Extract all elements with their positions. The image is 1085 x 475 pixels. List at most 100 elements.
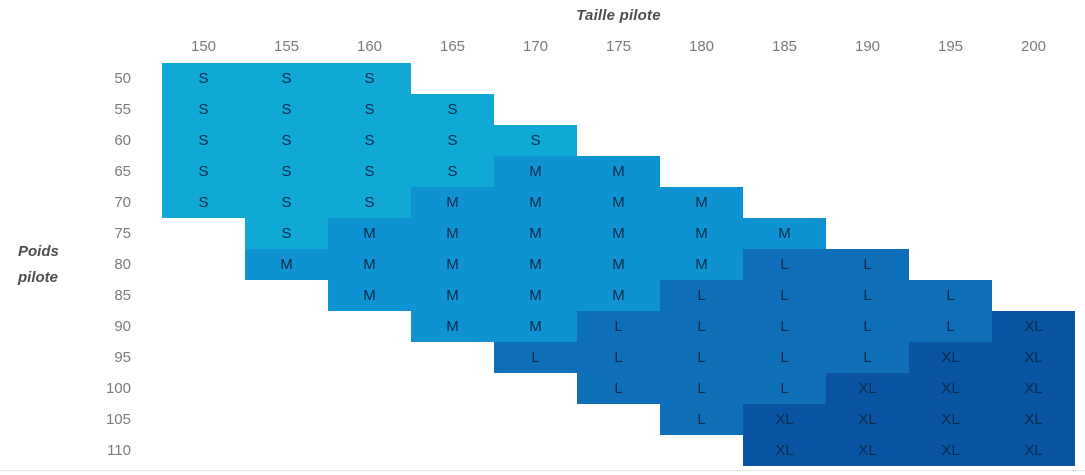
y-tick-label: 55 xyxy=(114,101,131,118)
heatmap-cell: S xyxy=(162,156,245,187)
heatmap-cell-empty xyxy=(245,342,328,373)
y-axis-title-line1: Poids xyxy=(18,243,59,260)
heatmap-cell: XL xyxy=(909,435,992,466)
heatmap-cell: M xyxy=(494,249,577,280)
heatmap-cell-empty xyxy=(328,373,411,404)
heatmap-cell: S xyxy=(328,63,411,94)
x-tick-label: 185 xyxy=(771,38,798,55)
x-tick-label: 165 xyxy=(439,38,466,55)
heatmap-cell-empty xyxy=(411,342,494,373)
heatmap-cell-empty xyxy=(660,435,743,466)
heatmap-cell: S xyxy=(162,187,245,218)
heatmap-cell-empty xyxy=(245,404,328,435)
heatmap-cell-empty xyxy=(743,156,826,187)
heatmap-cell: L xyxy=(743,342,826,373)
heatmap-cell-empty xyxy=(992,156,1075,187)
heatmap-cell-empty xyxy=(162,311,245,342)
y-tick-label: 95 xyxy=(114,349,131,366)
x-tick-label: 155 xyxy=(273,38,300,55)
heatmap-cell: S xyxy=(245,125,328,156)
heatmap-cell: M xyxy=(411,249,494,280)
y-tick-label: 75 xyxy=(114,225,131,242)
heatmap-cell-empty xyxy=(826,63,909,94)
heatmap-cell-empty xyxy=(494,63,577,94)
heatmap-cell: L xyxy=(660,342,743,373)
heatmap-cell-empty xyxy=(992,63,1075,94)
x-tick-label: 150 xyxy=(190,38,217,55)
y-tick-label: 90 xyxy=(114,318,131,335)
heatmap-cell: S xyxy=(162,125,245,156)
heatmap-cell: M xyxy=(411,280,494,311)
heatmap-cell-empty xyxy=(494,435,577,466)
heatmap-cell: M xyxy=(328,249,411,280)
heatmap-cell-empty xyxy=(909,125,992,156)
heatmap-cell: M xyxy=(494,218,577,249)
heatmap-cell-empty xyxy=(909,63,992,94)
heatmap-cell: M xyxy=(411,187,494,218)
heatmap-cell: M xyxy=(411,311,494,342)
heatmap-cell: S xyxy=(245,187,328,218)
heatmap-cell: S xyxy=(411,156,494,187)
x-tick-label: 190 xyxy=(854,38,881,55)
y-tick-label: 80 xyxy=(114,256,131,273)
heatmap-cell: S xyxy=(328,94,411,125)
heatmap-cell-empty xyxy=(909,156,992,187)
heatmap-cell: S xyxy=(245,94,328,125)
y-tick-label: 100 xyxy=(105,380,131,397)
heatmap-cell: S xyxy=(494,125,577,156)
x-axis-title: Taille pilote xyxy=(576,7,661,24)
heatmap-cell-empty xyxy=(162,373,245,404)
heatmap-cell-empty xyxy=(743,63,826,94)
y-tick-label: 65 xyxy=(114,163,131,180)
heatmap-cell: XL xyxy=(743,404,826,435)
heatmap-cell: M xyxy=(328,218,411,249)
y-tick-label: 60 xyxy=(114,132,131,149)
heatmap-cell-empty xyxy=(494,373,577,404)
heatmap-cell: L xyxy=(743,373,826,404)
heatmap-cell-empty xyxy=(328,404,411,435)
heatmap-cell: L xyxy=(826,280,909,311)
heatmap-cell-empty xyxy=(743,187,826,218)
heatmap-cell: L xyxy=(494,342,577,373)
heatmap-cell-empty xyxy=(162,280,245,311)
heatmap-cell-empty xyxy=(909,94,992,125)
heatmap-cell-empty xyxy=(411,63,494,94)
heatmap-cell: M xyxy=(411,218,494,249)
chart-bottom-divider xyxy=(0,470,1085,471)
heatmap-cell: S xyxy=(328,156,411,187)
heatmap-cell-empty xyxy=(577,404,660,435)
heatmap-cell-empty xyxy=(660,63,743,94)
x-tick-label: 170 xyxy=(522,38,549,55)
heatmap-cell-empty xyxy=(162,404,245,435)
heatmap-cell: S xyxy=(411,94,494,125)
heatmap-cell: M xyxy=(577,249,660,280)
heatmap-cell: L xyxy=(660,311,743,342)
heatmap-cell-empty xyxy=(909,218,992,249)
heatmap-cell-empty xyxy=(909,187,992,218)
heatmap-cell-empty xyxy=(162,342,245,373)
heatmap-cell-empty xyxy=(743,94,826,125)
heatmap-cell: M xyxy=(494,156,577,187)
heatmap-cell: L xyxy=(660,404,743,435)
heatmap-cell: M xyxy=(743,218,826,249)
heatmap-cell: M xyxy=(245,249,328,280)
heatmap-cell-empty xyxy=(245,435,328,466)
heatmap-cell: M xyxy=(494,280,577,311)
heatmap-cell-empty xyxy=(660,94,743,125)
heatmap-cell: L xyxy=(660,280,743,311)
heatmap-cell: M xyxy=(660,187,743,218)
heatmap-cell: L xyxy=(743,280,826,311)
heatmap-cell-empty xyxy=(992,187,1075,218)
heatmap-cell: L xyxy=(743,311,826,342)
y-tick-label: 50 xyxy=(114,70,131,87)
heatmap-cell-empty xyxy=(992,280,1075,311)
heatmap-cell: XL xyxy=(992,373,1075,404)
heatmap-cell-empty xyxy=(328,435,411,466)
x-tick-label: 180 xyxy=(688,38,715,55)
heatmap-cell-empty xyxy=(577,63,660,94)
heatmap-cell: L xyxy=(909,280,992,311)
heatmap-cell: S xyxy=(328,125,411,156)
heatmap-cell-empty xyxy=(245,311,328,342)
